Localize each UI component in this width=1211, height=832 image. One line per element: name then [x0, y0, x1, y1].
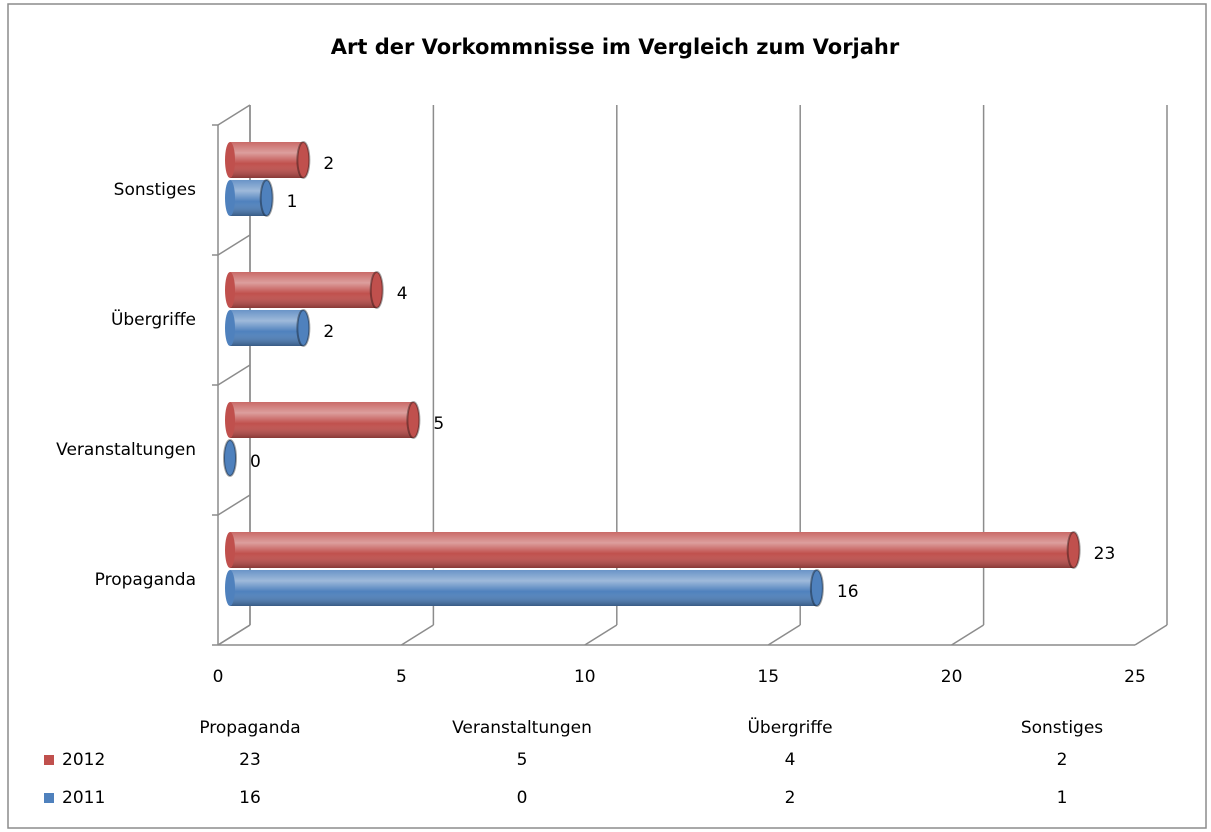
- bar-cap: [296, 141, 311, 179]
- bar-group: 2: [225, 309, 334, 347]
- bar-group: 2: [225, 141, 334, 179]
- bar-cap: [406, 401, 421, 439]
- table-cell: 1: [1057, 788, 1068, 808]
- bar-cap: [1066, 531, 1081, 569]
- bar-cap: [225, 272, 235, 308]
- bar-cap: [225, 180, 235, 216]
- table-cell: 4: [785, 750, 796, 770]
- bar-shine: [230, 402, 414, 438]
- grid-line: [767, 624, 801, 646]
- data-label: 1: [287, 192, 298, 212]
- table-header: Veranstaltungen: [452, 718, 592, 738]
- table-cell: 5: [517, 750, 528, 770]
- grid-line: [951, 624, 984, 646]
- bar-group: 0: [223, 439, 261, 477]
- bar-group: 23: [225, 531, 1116, 569]
- data-label: 23: [1094, 544, 1116, 564]
- wall-diagonal: [217, 494, 251, 516]
- legend-swatch: [44, 755, 54, 765]
- bar-group: 1: [225, 179, 298, 217]
- wall-diagonal: [217, 364, 251, 386]
- legend-label: 2011: [62, 788, 105, 808]
- grid-line: [401, 624, 434, 646]
- bar-cap: [225, 402, 235, 438]
- bar-shine: [230, 310, 304, 346]
- bar-cap: [225, 142, 235, 178]
- chart-frame: [7, 3, 1207, 829]
- bar-shine: [230, 142, 304, 178]
- table-cell: 23: [239, 750, 261, 770]
- bar-cap: [225, 570, 235, 606]
- data-label: 5: [433, 414, 444, 434]
- x-tick-label: 15: [757, 667, 779, 687]
- data-label: 0: [250, 452, 261, 472]
- bar-cap: [369, 271, 384, 309]
- grid-line: [1134, 624, 1168, 646]
- legend-label: 2012: [62, 750, 105, 770]
- grid-line: [217, 624, 251, 646]
- bar-shine: [230, 272, 377, 308]
- bar-cap: [223, 439, 237, 477]
- bar-group: 5: [225, 401, 444, 439]
- chart-title: Art der Vorkommnisse im Vergleich zum Vo…: [331, 35, 900, 59]
- bar-cap: [296, 309, 311, 347]
- table-cell: 0: [517, 788, 528, 808]
- y-tick-label: Veranstaltungen: [56, 440, 196, 460]
- bar-cap: [809, 569, 824, 607]
- table-cell: 2: [1057, 750, 1068, 770]
- bar-shine: [230, 570, 817, 606]
- table-cell: 16: [239, 788, 261, 808]
- wall-diagonal: [217, 104, 251, 126]
- data-label: 16: [837, 582, 859, 602]
- x-tick-label: 25: [1124, 667, 1146, 687]
- y-tick-label: Sonstiges: [114, 180, 196, 200]
- bar-group: 16: [225, 569, 859, 607]
- x-tick-label: 5: [396, 667, 407, 687]
- x-tick-label: 10: [574, 667, 596, 687]
- bar-shine: [230, 532, 1074, 568]
- table-header: Sonstiges: [1021, 718, 1103, 738]
- x-tick-label: 20: [941, 667, 963, 687]
- y-tick-label: Übergriffe: [111, 308, 196, 330]
- x-tick-label: 0: [213, 667, 224, 687]
- data-label: 2: [323, 154, 334, 174]
- y-tick-label: Propaganda: [95, 570, 196, 590]
- bar-cap: [259, 179, 274, 217]
- table-header: Propaganda: [199, 718, 300, 738]
- grid-line: [584, 624, 618, 646]
- bar-group: 4: [225, 271, 408, 309]
- bar-cap: [225, 310, 235, 346]
- data-label: 2: [323, 322, 334, 342]
- bar-shine: [230, 180, 267, 216]
- table-header: Übergriffe: [747, 716, 832, 738]
- table-cell: 2: [785, 788, 796, 808]
- legend-swatch: [44, 793, 54, 803]
- data-label: 4: [397, 284, 408, 304]
- bar-cap: [225, 532, 235, 568]
- wall-diagonal: [217, 234, 251, 256]
